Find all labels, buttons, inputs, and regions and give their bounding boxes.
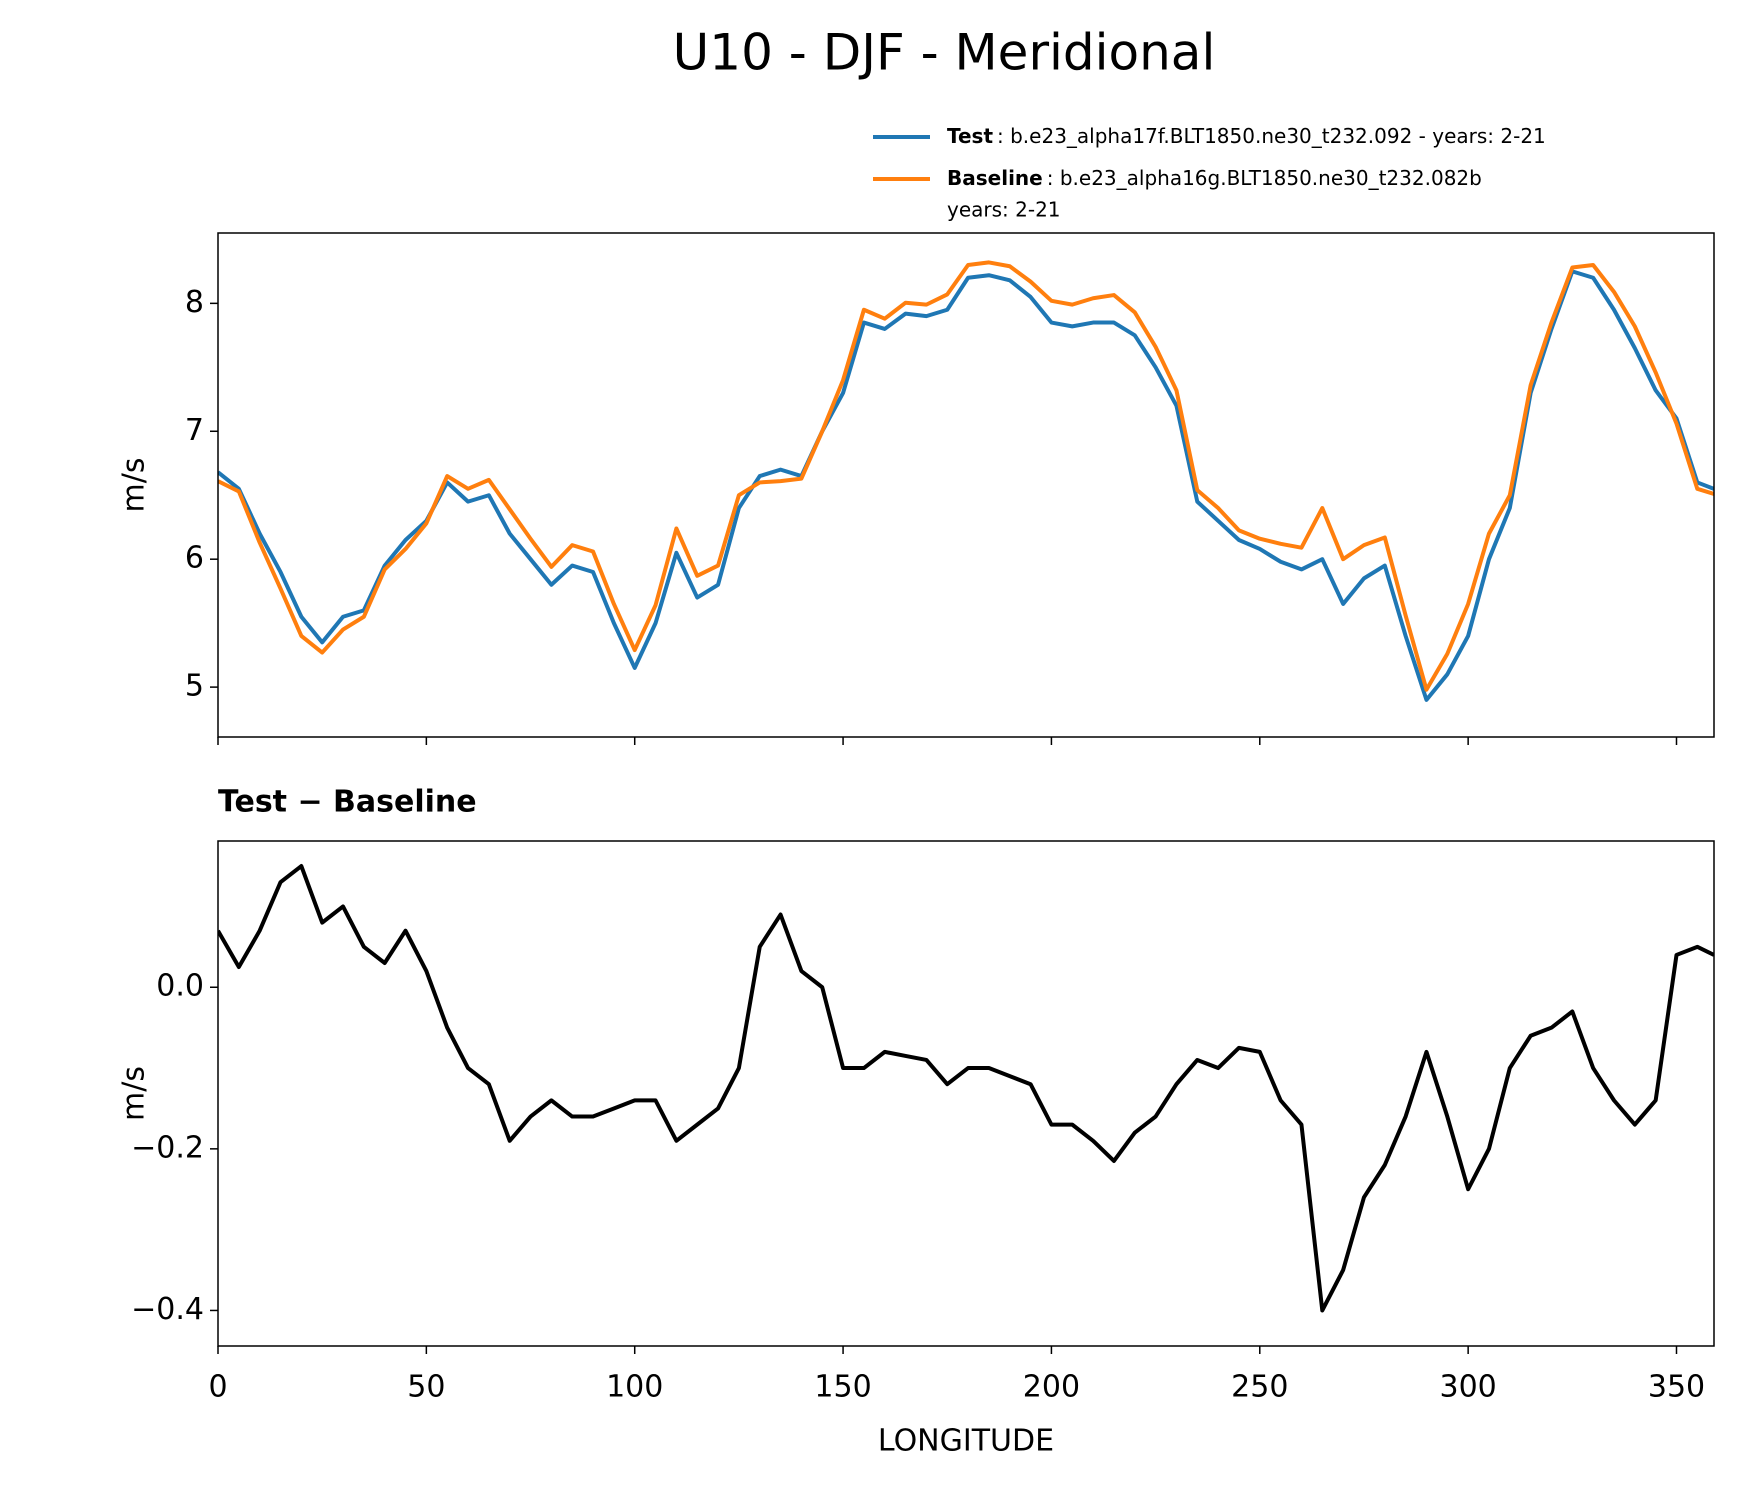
- x-axis-label: LONGITUDE: [878, 1424, 1054, 1459]
- legend-text: : b.e23_alpha16g.BLT1850.ne30_t232.082b: [1047, 166, 1482, 190]
- y-tick-label: 8: [185, 285, 204, 320]
- y-tick-label: 7: [185, 413, 204, 448]
- x-tick-label: 0: [208, 1370, 227, 1405]
- data-line: [218, 864, 1714, 1313]
- data-line: [218, 269, 1714, 702]
- y-tick-label: 6: [185, 541, 204, 576]
- x-tick-label: 150: [814, 1370, 871, 1405]
- y-tick-label: 5: [185, 669, 204, 704]
- y-axis-label: m/s: [117, 1066, 152, 1121]
- figure-title: U10 - DJF - Meridional: [673, 24, 1216, 82]
- legend-text: : b.e23_alpha17f.BLT1850.ne30_t232.092 -…: [997, 124, 1546, 148]
- axes-title: Test − Baseline: [218, 785, 477, 820]
- legend-name: Baseline: [947, 166, 1043, 190]
- y-tick-label: −0.4: [131, 1292, 204, 1327]
- y-tick-label: −0.2: [131, 1130, 204, 1165]
- x-tick-label: 100: [606, 1370, 663, 1405]
- x-tick-label: 300: [1440, 1370, 1497, 1405]
- x-tick-label: 250: [1231, 1370, 1288, 1405]
- legend-entry: Test: b.e23_alpha17f.BLT1850.ne30_t232.0…: [947, 124, 1546, 148]
- y-tick-label: 0.0: [156, 969, 204, 1004]
- y-axis-label: m/s: [117, 458, 152, 513]
- axes-frame: [217, 840, 1715, 1347]
- x-tick-label: 50: [407, 1370, 445, 1405]
- legend-name: Test: [947, 124, 993, 148]
- axes-frame: [217, 232, 1715, 738]
- legend-entry: Baseline: b.e23_alpha16g.BLT1850.ne30_t2…: [947, 166, 1482, 190]
- x-tick-label: 200: [1023, 1370, 1080, 1405]
- data-line: [218, 260, 1714, 692]
- x-tick-label: 350: [1648, 1370, 1705, 1405]
- legend-text: years: 2-21: [947, 198, 1061, 222]
